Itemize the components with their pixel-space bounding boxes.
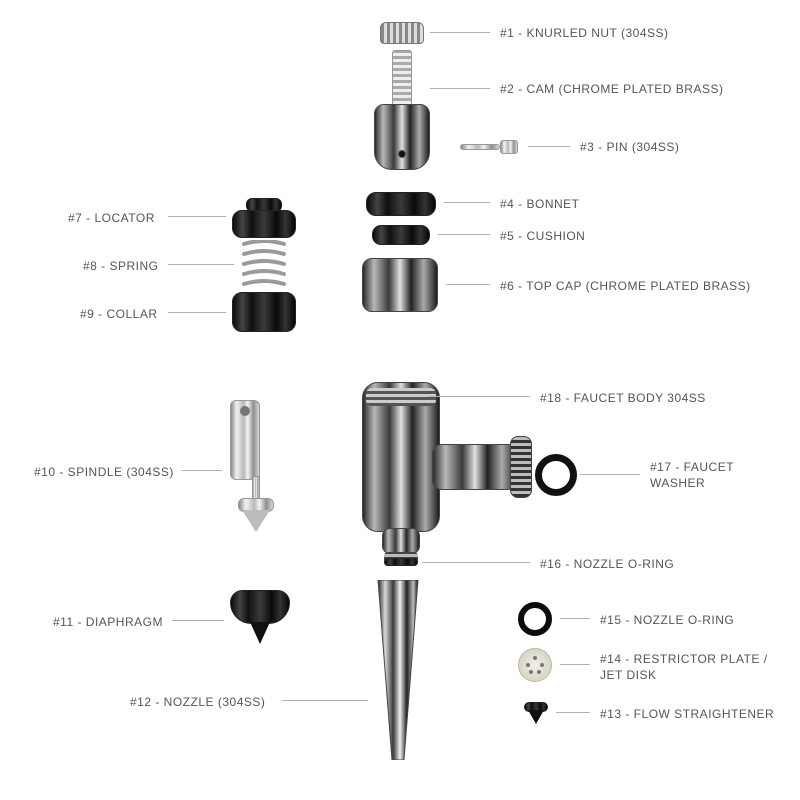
label-p8: #8 - SPRING <box>83 259 159 273</box>
label-p5: #5 - CUSHION <box>500 229 585 243</box>
label-p14: #14 - RESTRICTOR PLATE /JET DISK <box>600 652 780 683</box>
label-p7: #7 - LOCATOR <box>68 211 155 225</box>
leader-p17 <box>580 474 640 475</box>
leader-p4 <box>444 202 490 203</box>
label-p6: #6 - TOP CAP (CHROME PLATED BRASS) <box>500 279 751 293</box>
leader-p15 <box>560 618 590 619</box>
leader-p1 <box>430 32 490 33</box>
leader-p5 <box>438 234 490 235</box>
part-knurled-nut <box>380 22 424 44</box>
label-p12: #12 - NOZZLE (304SS) <box>130 695 265 709</box>
leader-p8 <box>168 264 234 265</box>
part-nozzle <box>374 580 422 760</box>
leader-p12 <box>282 700 368 701</box>
label-p18: #18 - FAUCET BODY 304SS <box>540 391 706 405</box>
leader-p11 <box>172 620 224 621</box>
leader-p16 <box>422 562 530 563</box>
part-flow-straightener <box>524 702 548 724</box>
label-p2: #2 - CAM (CHROME PLATED BRASS) <box>500 82 723 96</box>
leader-p13 <box>556 712 590 713</box>
part-faucet-washer <box>535 454 577 496</box>
label-p11: #11 - DIAPHRAGM <box>53 615 163 629</box>
label-p3: #3 - PIN (304SS) <box>580 140 679 154</box>
label-p4: #4 - BONNET <box>500 197 580 211</box>
label-p13: #13 - FLOW STRAIGHTENER <box>600 707 774 721</box>
leader-p3 <box>528 146 570 147</box>
part-bonnet <box>366 192 436 216</box>
part-spindle <box>222 400 294 540</box>
label-p16: #16 - NOZZLE O-RING <box>540 557 674 571</box>
part-cam <box>374 50 430 170</box>
part-nozzle-oring-16 <box>384 558 418 566</box>
leader-p18 <box>428 396 530 397</box>
part-collar <box>232 292 296 332</box>
part-locator <box>232 198 296 238</box>
label-p15: #15 - NOZZLE O-RING <box>600 613 734 627</box>
leader-p2 <box>430 88 490 89</box>
leader-p10 <box>182 470 222 471</box>
part-top-cap <box>362 258 438 312</box>
part-spring <box>240 240 288 290</box>
part-diaphragm <box>230 590 290 650</box>
label-p17: #17 - FAUCETWASHER <box>650 460 760 491</box>
part-nozzle-oring-15 <box>518 602 552 636</box>
part-faucet-body <box>352 382 532 572</box>
leader-p9 <box>168 312 226 313</box>
label-p10: #10 - SPINDLE (304SS) <box>34 465 174 479</box>
part-pin <box>460 140 520 154</box>
label-p9: #9 - COLLAR <box>80 307 158 321</box>
part-restrictor-plate <box>518 648 552 682</box>
part-cushion <box>372 225 430 245</box>
leader-p6 <box>446 284 490 285</box>
leader-p7 <box>168 216 226 217</box>
label-p1: #1 - KNURLED NUT (304SS) <box>500 26 669 40</box>
leader-p14 <box>560 664 590 665</box>
